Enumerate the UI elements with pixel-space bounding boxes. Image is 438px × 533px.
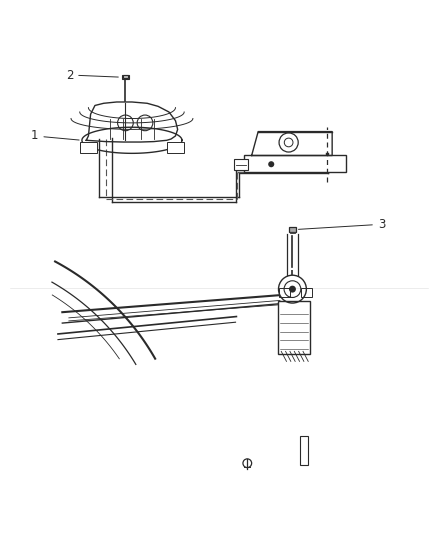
- Circle shape: [289, 286, 296, 293]
- Bar: [289, 228, 296, 232]
- FancyBboxPatch shape: [244, 155, 346, 172]
- FancyBboxPatch shape: [278, 301, 311, 353]
- Text: 3: 3: [298, 218, 385, 231]
- Bar: [123, 75, 128, 78]
- Text: 2: 2: [66, 69, 118, 82]
- FancyBboxPatch shape: [279, 288, 290, 297]
- Text: 1: 1: [31, 130, 79, 142]
- FancyBboxPatch shape: [167, 142, 184, 154]
- FancyBboxPatch shape: [301, 288, 312, 297]
- FancyBboxPatch shape: [234, 158, 248, 171]
- FancyBboxPatch shape: [80, 142, 97, 154]
- Bar: [300, 436, 308, 465]
- Bar: [122, 75, 129, 79]
- Circle shape: [268, 161, 274, 167]
- Bar: [290, 232, 295, 233]
